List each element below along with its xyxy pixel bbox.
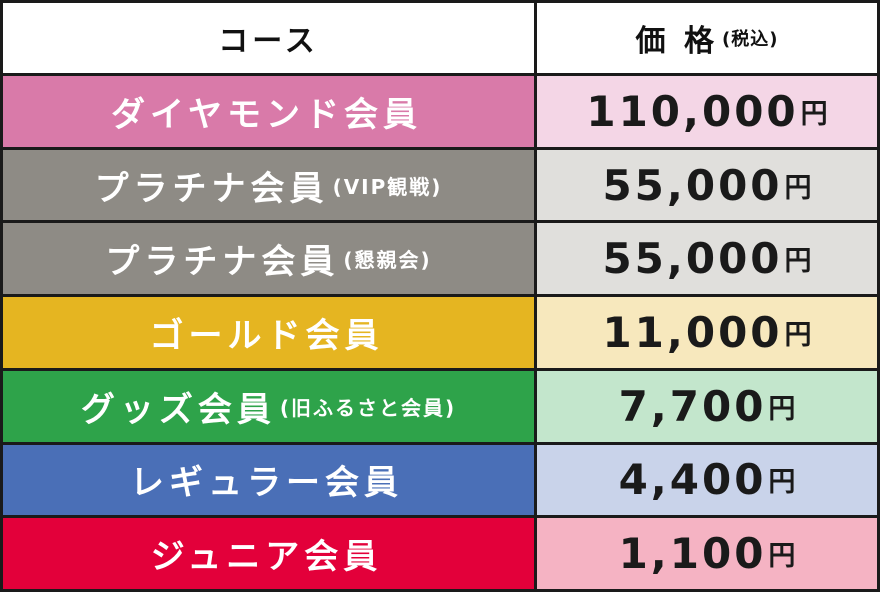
price-unit: 円: [784, 246, 812, 278]
course-cell-junior: ジュニア会員: [3, 518, 534, 589]
course-cell-regular: レギュラー会員: [3, 444, 534, 516]
price-unit: 円: [768, 393, 796, 425]
price-cell-diamond: 110,000 円: [537, 76, 877, 147]
price-unit: 円: [784, 319, 812, 351]
price-value: 7,700: [618, 381, 767, 431]
course-cell-gold: ゴールド会員: [3, 297, 534, 368]
price-cell-regular: 4,400 円: [537, 444, 877, 516]
price-value: 55,000: [602, 234, 783, 284]
course-name: ダイヤモンド会員: [111, 94, 422, 135]
course-name: プラチナ会員: [94, 168, 329, 209]
price-unit: 円: [800, 98, 828, 130]
course-sub: (懇親会): [343, 248, 432, 273]
price-header-label: 価 格: [635, 24, 718, 59]
course-cell-platinum-vip: プラチナ会員 (VIP観戦): [3, 149, 534, 221]
course-header-label: コース: [218, 24, 319, 59]
course-cell-platinum-party: プラチナ会員 (懇親会): [3, 223, 534, 295]
course-cell-diamond: ダイヤモンド会員: [3, 76, 534, 147]
price-cell-platinum-vip: 55,000 円: [537, 149, 877, 221]
price-cell-gold: 11,000 円: [537, 297, 877, 368]
price-column-header: 価 格 (税込): [537, 3, 877, 73]
course-name: ゴールド会員: [149, 315, 384, 356]
price-cell-goods: 7,700 円: [537, 370, 877, 442]
course-name: プラチナ会員: [105, 242, 340, 283]
price-unit: 円: [784, 172, 812, 204]
course-sub: (旧ふるさと会員): [279, 395, 457, 420]
price-unit: 円: [768, 541, 796, 573]
course-column-header: コース: [3, 3, 534, 73]
course-name: ジュニア会員: [150, 537, 383, 578]
course-cell-goods: グッズ会員 (旧ふるさと会員): [3, 370, 534, 442]
price-header-note: (税込): [722, 29, 779, 50]
price-value: 4,400: [618, 455, 767, 505]
price-unit: 円: [768, 467, 796, 499]
course-sub: (VIP観戦): [332, 174, 443, 199]
price-cell-platinum-party: 55,000 円: [537, 223, 877, 295]
price-value: 110,000: [586, 86, 799, 136]
price-value: 11,000: [602, 307, 783, 357]
course-name: レギュラー会員: [130, 463, 403, 504]
price-value: 55,000: [602, 160, 783, 210]
price-cell-junior: 1,100 円: [537, 518, 877, 589]
price-value: 1,100: [618, 529, 767, 579]
course-name: グッズ会員: [80, 389, 276, 430]
